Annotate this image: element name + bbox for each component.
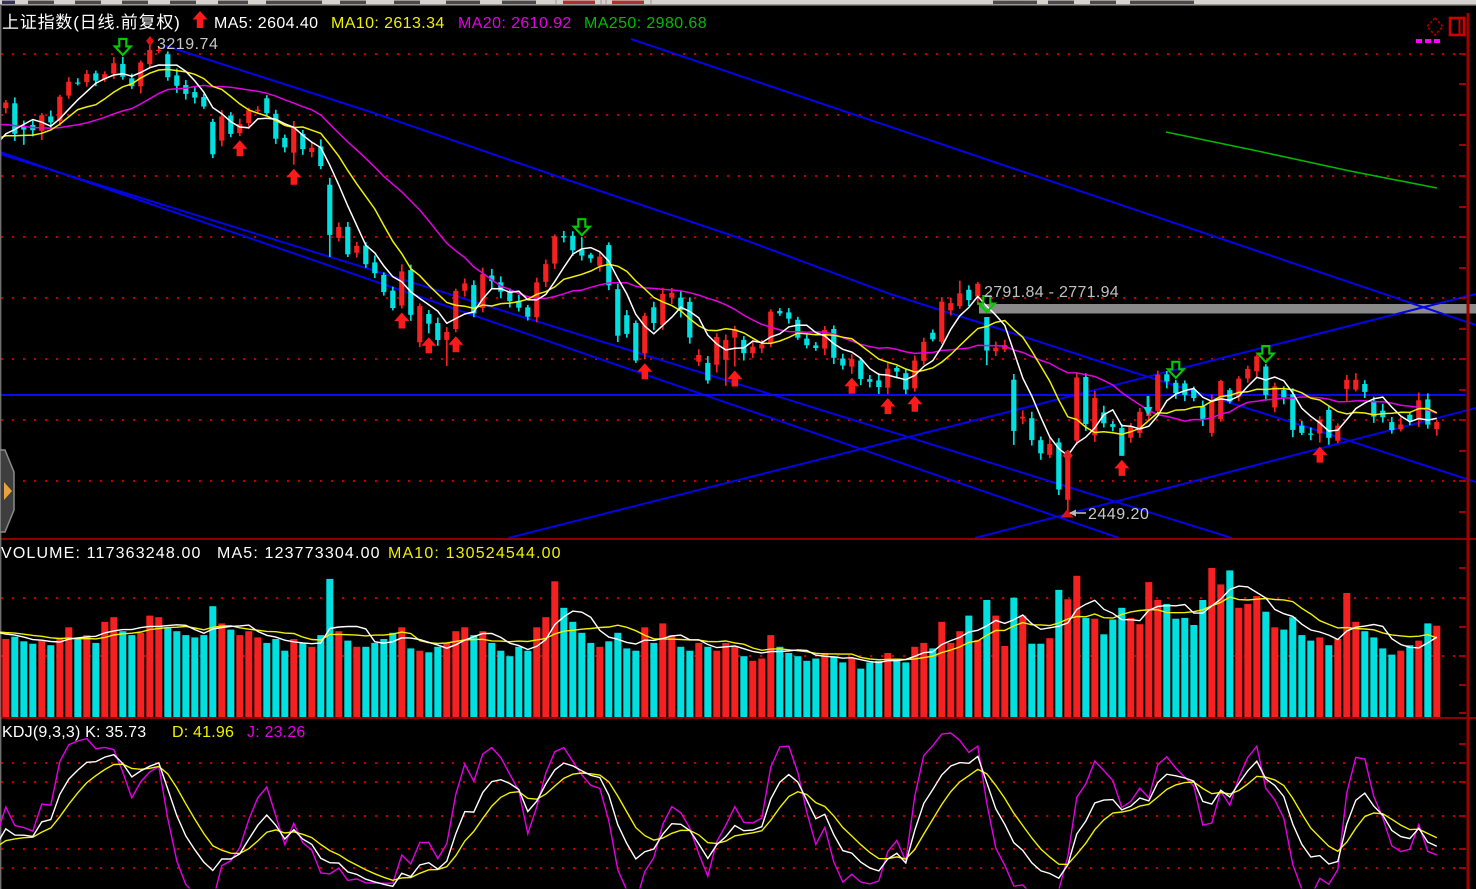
svg-text:MA20: 2610.92: MA20: 2610.92	[458, 15, 572, 32]
svg-text:2791.84 - 2771.94: 2791.84 - 2771.94	[984, 284, 1119, 301]
svg-text:D: 41.96: D: 41.96	[172, 724, 234, 741]
svg-text:MA10: 2613.34: MA10: 2613.34	[331, 15, 445, 32]
svg-text:上证指数(日线.前复权): 上证指数(日线.前复权)	[2, 13, 181, 32]
svg-text:KDJ(9,3,3) K: 35.73: KDJ(9,3,3) K: 35.73	[2, 724, 146, 741]
svg-text:MA250: 2980.68: MA250: 2980.68	[584, 15, 707, 32]
svg-text:2449.20: 2449.20	[1088, 506, 1149, 523]
svg-text:MA5: 123773304.00: MA5: 123773304.00	[217, 545, 381, 562]
svg-text:MA5: 2604.40: MA5: 2604.40	[214, 15, 318, 32]
svg-text:J: 23.26: J: 23.26	[247, 724, 306, 741]
svg-text:3219.74: 3219.74	[157, 36, 218, 53]
svg-text:MA10: 130524544.00: MA10: 130524544.00	[388, 545, 562, 562]
svg-text:VOLUME: 117363248.00: VOLUME: 117363248.00	[1, 545, 202, 562]
